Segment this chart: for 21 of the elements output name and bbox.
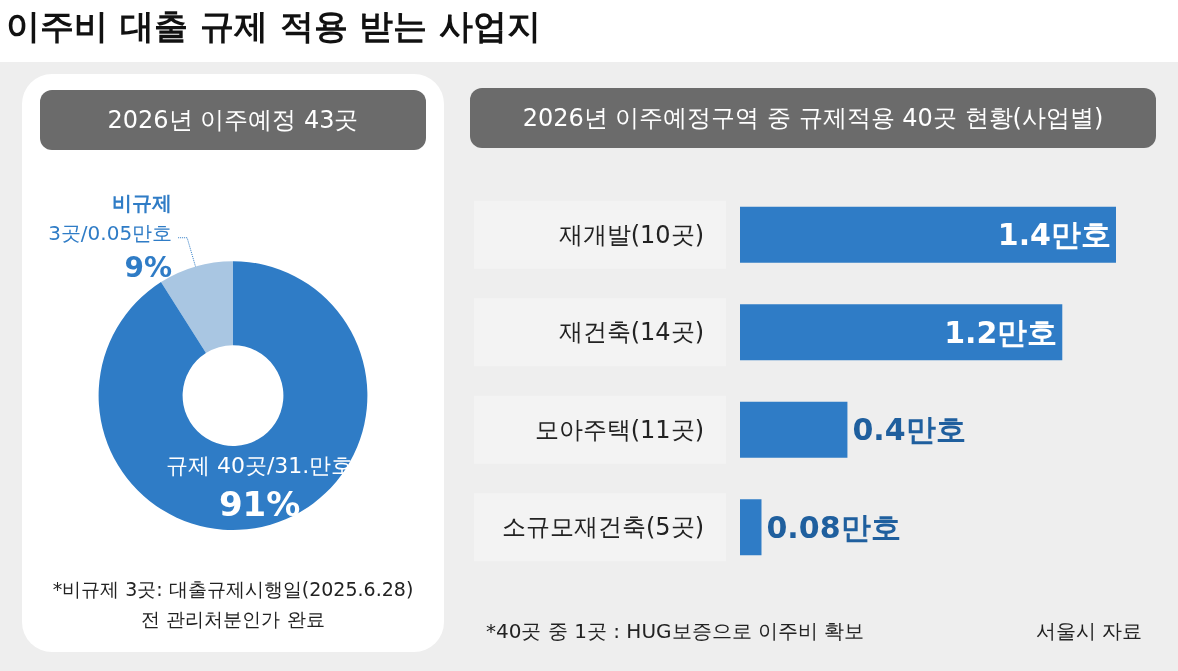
data-label: 0.08만호 xyxy=(766,509,901,545)
bar xyxy=(740,499,762,556)
y-tick-label: 모아주택(11곳) xyxy=(534,415,704,444)
chart-subtitle: 2026년 이주예정 43곳 xyxy=(40,90,426,150)
text: *40곳 중 1곳 : HUG보증으로 이주비 확보 xyxy=(486,618,865,645)
bar xyxy=(740,206,1116,263)
text: 서울시 자료 xyxy=(1035,618,1142,645)
chart-title: 이주비 대출 규제 적용 받는 사업지 xyxy=(6,5,542,48)
data-label: 9% xyxy=(124,251,173,285)
data-label: 0.4만호 xyxy=(852,412,966,448)
y-tick-label: 소규모재건축(5곳) xyxy=(502,513,704,542)
bar xyxy=(740,401,848,458)
y-tick-label: 재개발(10곳) xyxy=(558,220,704,249)
bar xyxy=(740,304,1063,361)
y-tick-label: 재건축(14곳) xyxy=(558,318,704,347)
data-label: 91% xyxy=(218,484,301,525)
text: *비규제 3곳: 대출규제시행일(2025.6.28) 전 관리처분인가 완료 xyxy=(51,577,415,632)
data-label: 1.4만호 xyxy=(997,217,1111,253)
slice-label: 비규제 3곳/0.05만호 xyxy=(48,190,173,245)
data-label: 1.2만호 xyxy=(944,314,1058,350)
chart-title: 2026년 이주예정구역 중 규제적용 40곳 현황(사업별) xyxy=(470,88,1156,148)
